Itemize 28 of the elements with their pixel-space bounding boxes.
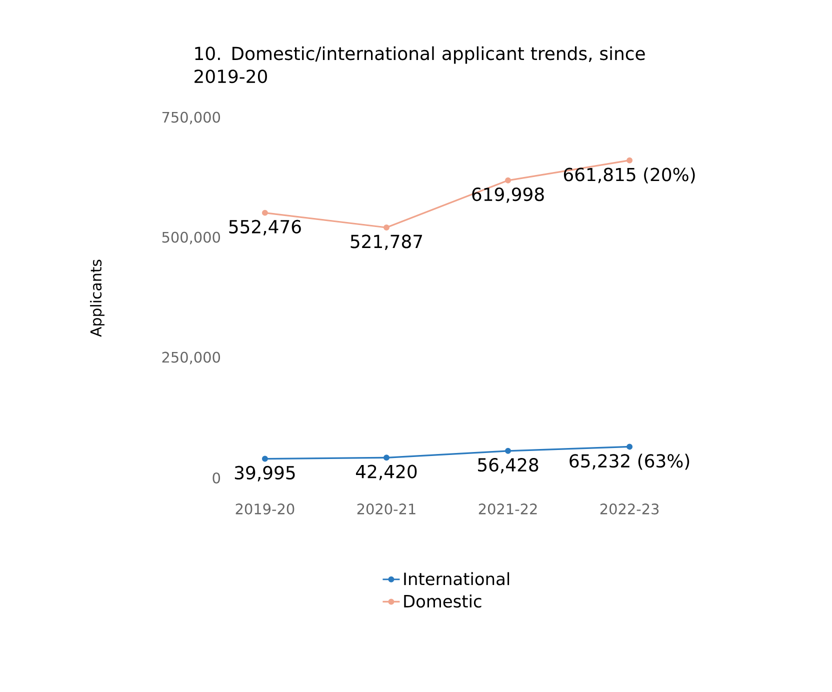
point bbox=[505, 448, 512, 454]
x-tick-label: 2020-21 bbox=[357, 504, 416, 514]
data-label: 39,995 bbox=[234, 466, 295, 482]
point bbox=[383, 454, 390, 461]
data-label: 56,428 bbox=[478, 458, 538, 474]
point bbox=[626, 444, 633, 450]
data-label: 661,815 (20%) bbox=[564, 167, 695, 184]
y-axis-title: Applicants bbox=[90, 260, 104, 337]
point bbox=[383, 224, 390, 231]
y-tick-label: 250,000 bbox=[162, 352, 220, 364]
point bbox=[262, 456, 268, 462]
data-label: 42,420 bbox=[356, 464, 417, 480]
x-tick-label: 2022-23 bbox=[600, 504, 659, 514]
y-tick-label: 500,000 bbox=[162, 232, 220, 244]
point bbox=[262, 210, 268, 216]
legend-label: Domestic bbox=[404, 594, 482, 608]
legend-label: International bbox=[404, 572, 510, 586]
chart-title: 10. Domestic/international applicant trends, since 2019-20 bbox=[194, 46, 645, 84]
y-tick-label: 0 bbox=[212, 472, 220, 484]
point bbox=[505, 177, 512, 184]
data-label: 619,998 bbox=[472, 188, 544, 203]
x-tick-label: 2021-22 bbox=[478, 504, 537, 514]
data-label: 65,232 (63%) bbox=[570, 454, 690, 470]
data-label: 552,476 bbox=[229, 220, 301, 236]
point bbox=[626, 157, 633, 164]
x-tick-label: 2019-20 bbox=[236, 504, 294, 514]
y-tick-label: 750,000 bbox=[162, 112, 220, 124]
data-label: 521,787 bbox=[350, 234, 422, 250]
